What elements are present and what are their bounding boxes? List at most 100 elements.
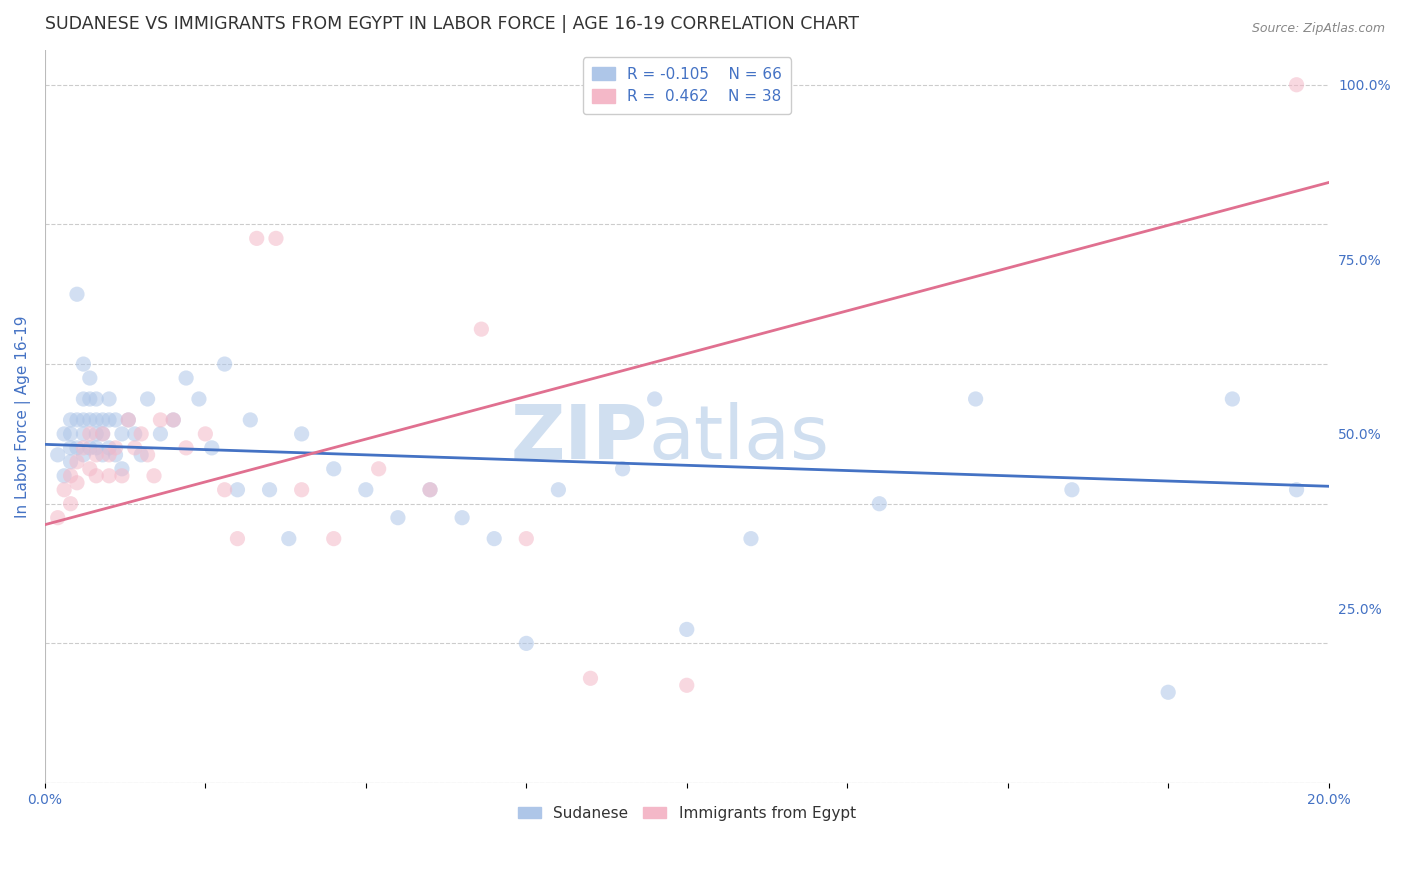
Point — [226, 532, 249, 546]
Point — [66, 287, 89, 301]
Point — [66, 413, 89, 427]
Point — [91, 426, 114, 441]
Point — [419, 483, 441, 497]
Point — [104, 448, 127, 462]
Point — [675, 678, 697, 692]
Point — [72, 413, 94, 427]
Point — [79, 371, 101, 385]
Point — [644, 392, 666, 406]
Point — [162, 413, 184, 427]
Point — [322, 462, 344, 476]
Point — [72, 441, 94, 455]
Point — [354, 483, 377, 497]
Text: ZIP: ZIP — [510, 402, 648, 475]
Point — [79, 392, 101, 406]
Point — [111, 468, 134, 483]
Point — [129, 426, 152, 441]
Point — [868, 497, 890, 511]
Point — [291, 426, 314, 441]
Point — [46, 510, 69, 524]
Point — [72, 448, 94, 462]
Point — [149, 426, 172, 441]
Point — [612, 462, 634, 476]
Point — [111, 462, 134, 476]
Point — [72, 392, 94, 406]
Point — [46, 448, 69, 462]
Point — [965, 392, 987, 406]
Point — [149, 413, 172, 427]
Text: Source: ZipAtlas.com: Source: ZipAtlas.com — [1251, 22, 1385, 36]
Point — [117, 413, 139, 427]
Point — [174, 371, 197, 385]
Point — [1222, 392, 1244, 406]
Point — [91, 426, 114, 441]
Point — [482, 532, 505, 546]
Text: atlas: atlas — [648, 402, 830, 475]
Point — [387, 510, 409, 524]
Point — [59, 468, 82, 483]
Point — [1157, 685, 1180, 699]
Point — [675, 623, 697, 637]
Point — [117, 413, 139, 427]
Point — [124, 426, 146, 441]
Point — [59, 497, 82, 511]
Point — [98, 448, 121, 462]
Point — [59, 426, 82, 441]
Point — [264, 231, 287, 245]
Point — [66, 455, 89, 469]
Point — [84, 413, 107, 427]
Point — [84, 441, 107, 455]
Point — [66, 441, 89, 455]
Point — [72, 426, 94, 441]
Point — [129, 448, 152, 462]
Point — [143, 468, 166, 483]
Point — [1060, 483, 1083, 497]
Point — [59, 455, 82, 469]
Point — [53, 426, 76, 441]
Point — [136, 448, 159, 462]
Point — [98, 468, 121, 483]
Point — [226, 483, 249, 497]
Point — [104, 413, 127, 427]
Point — [246, 231, 269, 245]
Point — [470, 322, 492, 336]
Point — [104, 441, 127, 455]
Point — [136, 392, 159, 406]
Point — [740, 532, 762, 546]
Point — [419, 483, 441, 497]
Point — [98, 392, 121, 406]
Point — [187, 392, 209, 406]
Point — [59, 441, 82, 455]
Point — [84, 392, 107, 406]
Point — [84, 468, 107, 483]
Point — [1285, 483, 1308, 497]
Point — [79, 426, 101, 441]
Point — [367, 462, 389, 476]
Point — [98, 441, 121, 455]
Point — [79, 462, 101, 476]
Point — [259, 483, 281, 497]
Point — [291, 483, 314, 497]
Point — [91, 448, 114, 462]
Point — [515, 532, 537, 546]
Point — [214, 483, 236, 497]
Point — [515, 636, 537, 650]
Point — [124, 441, 146, 455]
Point — [79, 441, 101, 455]
Point — [91, 413, 114, 427]
Point — [98, 413, 121, 427]
Point — [1285, 78, 1308, 92]
Point — [451, 510, 474, 524]
Point — [547, 483, 569, 497]
Point — [111, 426, 134, 441]
Point — [194, 426, 217, 441]
Point — [214, 357, 236, 371]
Point — [174, 441, 197, 455]
Point — [579, 671, 602, 685]
Point — [277, 532, 299, 546]
Point — [66, 475, 89, 490]
Point — [53, 483, 76, 497]
Point — [84, 448, 107, 462]
Y-axis label: In Labor Force | Age 16-19: In Labor Force | Age 16-19 — [15, 315, 31, 517]
Point — [59, 413, 82, 427]
